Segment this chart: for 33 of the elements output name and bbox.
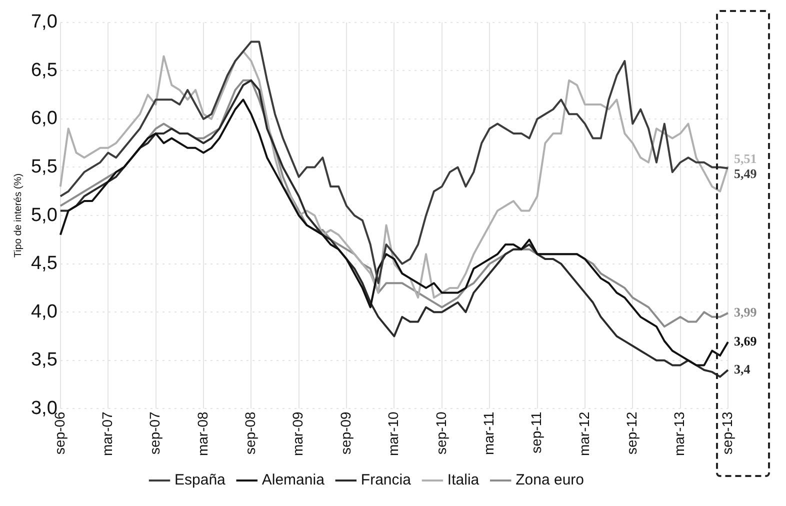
x-tick-label: sep-10: [432, 411, 449, 454]
y-tick-label: 3,5: [30, 350, 58, 371]
y-tick-label: 7,0: [30, 12, 58, 33]
data-label: 5,49: [734, 166, 758, 182]
data-label: 5,51: [734, 151, 757, 166]
x-tick-label: mar-08: [194, 411, 210, 456]
legend-label: Alemania: [262, 472, 326, 489]
y-tick-label: 6,0: [30, 108, 58, 130]
x-tick-label: sep-07: [146, 411, 163, 454]
x-tick-label: mar-07: [98, 411, 115, 456]
y-axis-title: Tipo de interés (%): [12, 173, 24, 258]
data-label: 3,99: [734, 304, 758, 320]
x-tick-label: sep-12: [623, 411, 640, 454]
y-tick-label: 4,0: [30, 301, 58, 322]
x-tick-label: sep-08: [242, 411, 258, 454]
legend-label: España: [174, 472, 226, 489]
data-label: 3,4: [734, 361, 751, 376]
legend-label: Italia: [447, 472, 480, 489]
legend-label: Zona euro: [516, 472, 584, 489]
y-tick-label: 6,5: [30, 60, 58, 81]
x-tick-label: mar-11: [480, 411, 496, 455]
data-label: 3,69: [734, 333, 758, 348]
x-tick-label: mar-10: [385, 411, 402, 456]
x-tick-label: mar-12: [576, 411, 592, 456]
x-tick-label: sep-11: [528, 411, 544, 454]
x-tick-label: mar-13: [671, 411, 688, 456]
x-tick-label: sep-09: [337, 411, 354, 454]
x-tick-label: sep-13: [718, 411, 735, 454]
y-tick-label: 5,5: [30, 156, 58, 178]
legend-label: Francia: [360, 472, 412, 489]
x-tick-label: mar-09: [290, 411, 306, 456]
y-tick-label: 4,5: [30, 253, 58, 274]
y-tick-label: 5,0: [30, 204, 58, 226]
